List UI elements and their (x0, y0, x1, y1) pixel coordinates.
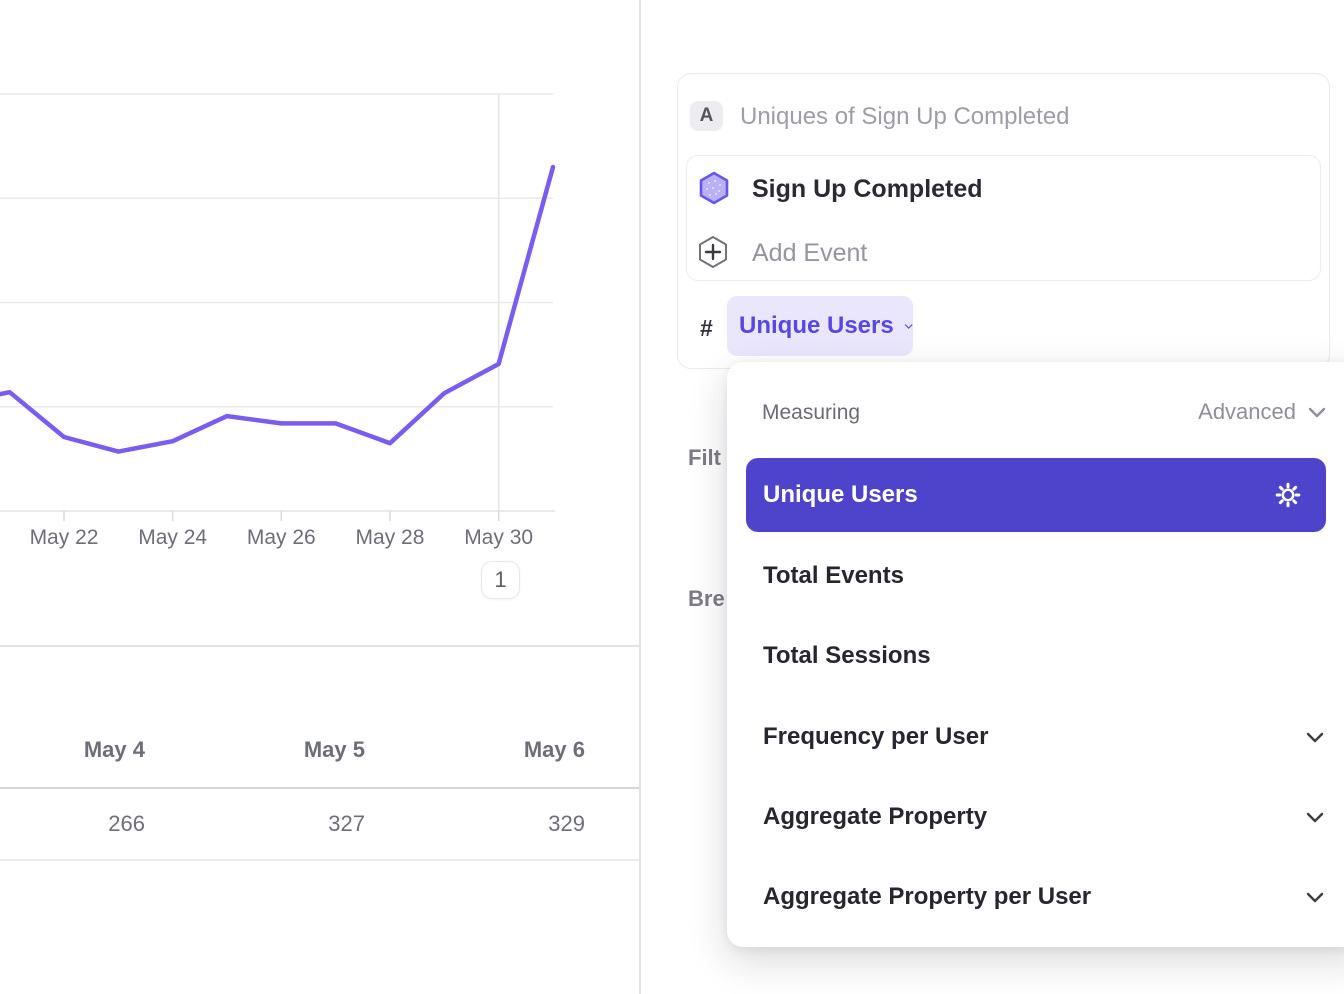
x-axis-tick-label: May 30 (464, 526, 533, 549)
gear-icon[interactable] (1274, 481, 1302, 509)
measuring-dropdown-menu: Measuring Advanced Unique Users (727, 362, 1344, 947)
menu-item-aggregate-property[interactable]: Aggregate Property (763, 797, 1325, 837)
chart-table-divider (0, 645, 640, 647)
breakdowns-heading-partial: Bre (688, 587, 725, 611)
line-chart: May 22 May 24 May 26 May 28 May 30 (0, 93, 556, 549)
chevron-down-icon (1306, 892, 1324, 902)
x-axis-tick-label: May 26 (247, 526, 316, 549)
annotation-marker-badge[interactable]: 1 (481, 561, 520, 599)
annotation-marker-count: 1 (494, 567, 507, 592)
menu-item-frequency-per-user[interactable]: Frequency per User (763, 717, 1325, 757)
table-header-may4[interactable]: May 4 (83, 737, 145, 762)
event-name[interactable]: Sign Up Completed (752, 175, 983, 203)
table-row-rule (0, 859, 639, 861)
table-value-may5: 327 (328, 811, 365, 836)
advanced-label: Advanced (1198, 399, 1296, 424)
add-event-icon[interactable] (696, 235, 730, 269)
table-value-may6: 329 (548, 811, 585, 836)
menu-item-label: Total Events (763, 562, 904, 589)
menu-item-label: Frequency per User (763, 723, 989, 750)
panel-vertical-divider (639, 0, 641, 994)
table-header-may6[interactable]: May 6 (523, 737, 585, 762)
menu-item-total-sessions[interactable]: Total Sessions (763, 636, 1325, 676)
series-letter: A (699, 105, 714, 126)
x-axis-tick-label: May 22 (30, 526, 99, 549)
series-letter-badge: A (690, 101, 723, 131)
menu-item-aggregate-property-per-user[interactable]: Aggregate Property per User (763, 877, 1325, 917)
chevron-down-icon (1308, 407, 1326, 417)
table-value-may4: 266 (108, 811, 145, 836)
menu-item-label: Aggregate Property per User (763, 883, 1092, 910)
menu-item-unique-users[interactable]: Unique Users (746, 458, 1326, 532)
table-header-may5[interactable]: May 5 (303, 737, 365, 762)
metric-title: Uniques of Sign Up Completed (740, 103, 1070, 130)
menu-item-label: Unique Users (763, 481, 918, 508)
chevron-down-icon (1306, 732, 1324, 742)
add-event-button[interactable]: Add Event (752, 239, 868, 267)
event-card (686, 155, 1321, 281)
filters-heading-partial: Filt (688, 446, 721, 470)
menu-item-label: Aggregate Property (763, 803, 988, 830)
hash-symbol: # (700, 315, 713, 341)
chevron-down-icon (1306, 812, 1324, 822)
measurement-value: Unique Users (739, 312, 894, 339)
event-hexagon-icon (699, 171, 729, 205)
chevron-down-icon (904, 323, 913, 329)
x-axis-tick-label: May 24 (138, 526, 207, 549)
chart-series-line[interactable] (0, 164, 556, 454)
measurement-dropdown-trigger[interactable]: Unique Users (727, 296, 913, 356)
x-axis-tick-label: May 28 (356, 526, 425, 549)
table-header-rule (0, 787, 639, 789)
measuring-label: Measuring (762, 401, 861, 424)
menu-item-label: Total Sessions (763, 642, 931, 669)
advanced-mode-toggle[interactable]: Advanced (1147, 398, 1327, 426)
menu-item-total-events[interactable]: Total Events (763, 556, 1325, 596)
